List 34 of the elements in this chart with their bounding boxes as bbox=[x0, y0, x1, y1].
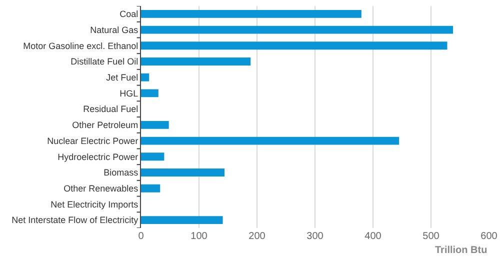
bar bbox=[141, 120, 169, 129]
y-tick-label: Net Electricity Imports bbox=[50, 199, 139, 210]
y-tick-label: Other Petroleum bbox=[72, 120, 138, 130]
bar bbox=[141, 152, 164, 161]
x-tick-label: 300 bbox=[306, 231, 324, 242]
y-tick-label: Hydroelectric Power bbox=[58, 152, 138, 162]
y-tick-label: Net Interstate Flow of Electricity bbox=[12, 215, 139, 226]
bar bbox=[141, 216, 223, 224]
y-tick-label: Other Renewables bbox=[64, 184, 139, 194]
bar bbox=[141, 42, 448, 50]
y-tick-label: Residual Fuel bbox=[83, 104, 138, 114]
y-tick-label: Coal bbox=[120, 9, 138, 20]
bar bbox=[141, 184, 160, 192]
bar bbox=[141, 136, 400, 145]
x-tick-label: 600 bbox=[480, 231, 498, 242]
x-tick-label: 200 bbox=[248, 231, 266, 242]
bar bbox=[141, 58, 251, 66]
bar bbox=[141, 73, 150, 82]
x-tick-label: 400 bbox=[364, 231, 382, 242]
y-tick-label: Distillate Fuel Oil bbox=[70, 56, 138, 67]
y-tick-label: Motor Gasoline excl. Ethanol bbox=[23, 40, 138, 51]
bar bbox=[141, 26, 454, 34]
bar bbox=[141, 89, 158, 98]
y-tick-label: Biomass bbox=[104, 168, 139, 178]
y-tick-label: Jet Fuel bbox=[106, 72, 138, 83]
bar bbox=[141, 10, 362, 18]
bar bbox=[141, 168, 225, 176]
y-tick-label: Nuclear Electric Power bbox=[47, 136, 138, 146]
x-tick-label: 100 bbox=[190, 231, 208, 242]
x-axis-title: Trillion Btu bbox=[435, 245, 488, 256]
y-tick-label: HGL bbox=[120, 88, 138, 98]
y-tick-label: Natural Gas bbox=[90, 24, 139, 35]
x-tick-label: 500 bbox=[422, 231, 440, 242]
x-tick-label: 0 bbox=[138, 231, 144, 242]
